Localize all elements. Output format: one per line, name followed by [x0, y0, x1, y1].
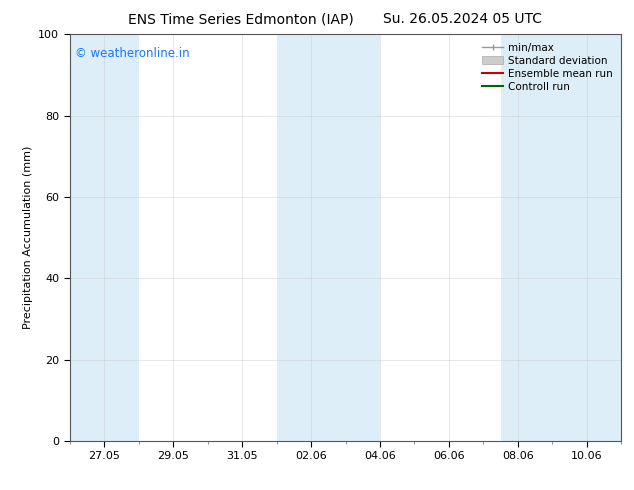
Bar — [276, 34, 380, 441]
Legend: min/max, Standard deviation, Ensemble mean run, Controll run: min/max, Standard deviation, Ensemble me… — [479, 40, 616, 95]
Text: Su. 26.05.2024 05 UTC: Su. 26.05.2024 05 UTC — [384, 12, 542, 26]
Bar — [70, 34, 139, 441]
Text: ENS Time Series Edmonton (IAP): ENS Time Series Edmonton (IAP) — [128, 12, 354, 26]
Y-axis label: Precipitation Accumulation (mm): Precipitation Accumulation (mm) — [23, 146, 33, 329]
Bar — [501, 34, 621, 441]
Text: © weatheronline.in: © weatheronline.in — [75, 47, 190, 59]
